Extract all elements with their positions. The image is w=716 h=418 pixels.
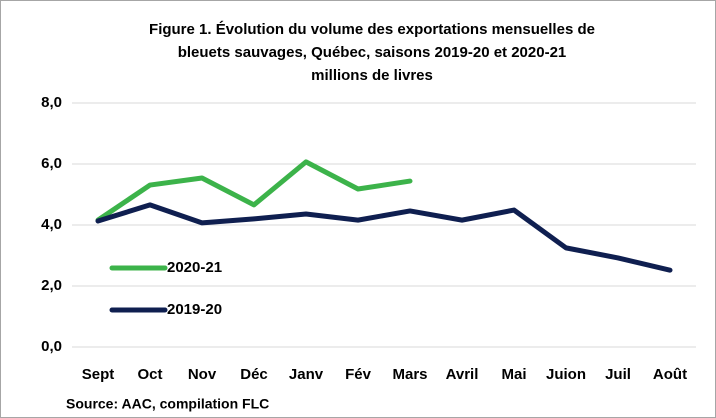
chart-title: bleuets sauvages, Québec, saisons 2019-2… (178, 44, 567, 61)
x-tick-label: Août (653, 366, 687, 383)
x-tick-label: Sept (82, 366, 115, 383)
x-tick-label: Avril (446, 366, 479, 383)
x-tick-label: Mai (501, 366, 526, 383)
x-tick-label: Janv (289, 366, 324, 383)
legend-label: 2019-20 (167, 301, 222, 318)
x-tick-label: Juion (546, 366, 586, 383)
series-line (95, 202, 673, 273)
y-tick-label: 8,0 (41, 94, 62, 111)
chart-subtitle: millions de livres (311, 67, 433, 84)
x-tick-label: Oct (137, 366, 162, 383)
x-tick-label: Déc (240, 366, 268, 383)
x-tick-label: Juil (605, 366, 631, 383)
y-tick-label: 6,0 (41, 155, 62, 172)
legend-label: 2020-21 (167, 259, 222, 276)
y-tick-label: 2,0 (41, 277, 62, 294)
chart-title: Figure 1. Évolution du volume des export… (149, 21, 595, 38)
series-line (95, 159, 413, 223)
x-tick-label: Fév (345, 366, 372, 383)
y-tick-label: 4,0 (41, 216, 62, 233)
x-tick-label: Mars (392, 366, 427, 383)
source-note: Source: AAC, compilation FLC (66, 396, 269, 412)
y-tick-label: 0,0 (41, 338, 62, 355)
x-tick-label: Nov (188, 366, 217, 383)
